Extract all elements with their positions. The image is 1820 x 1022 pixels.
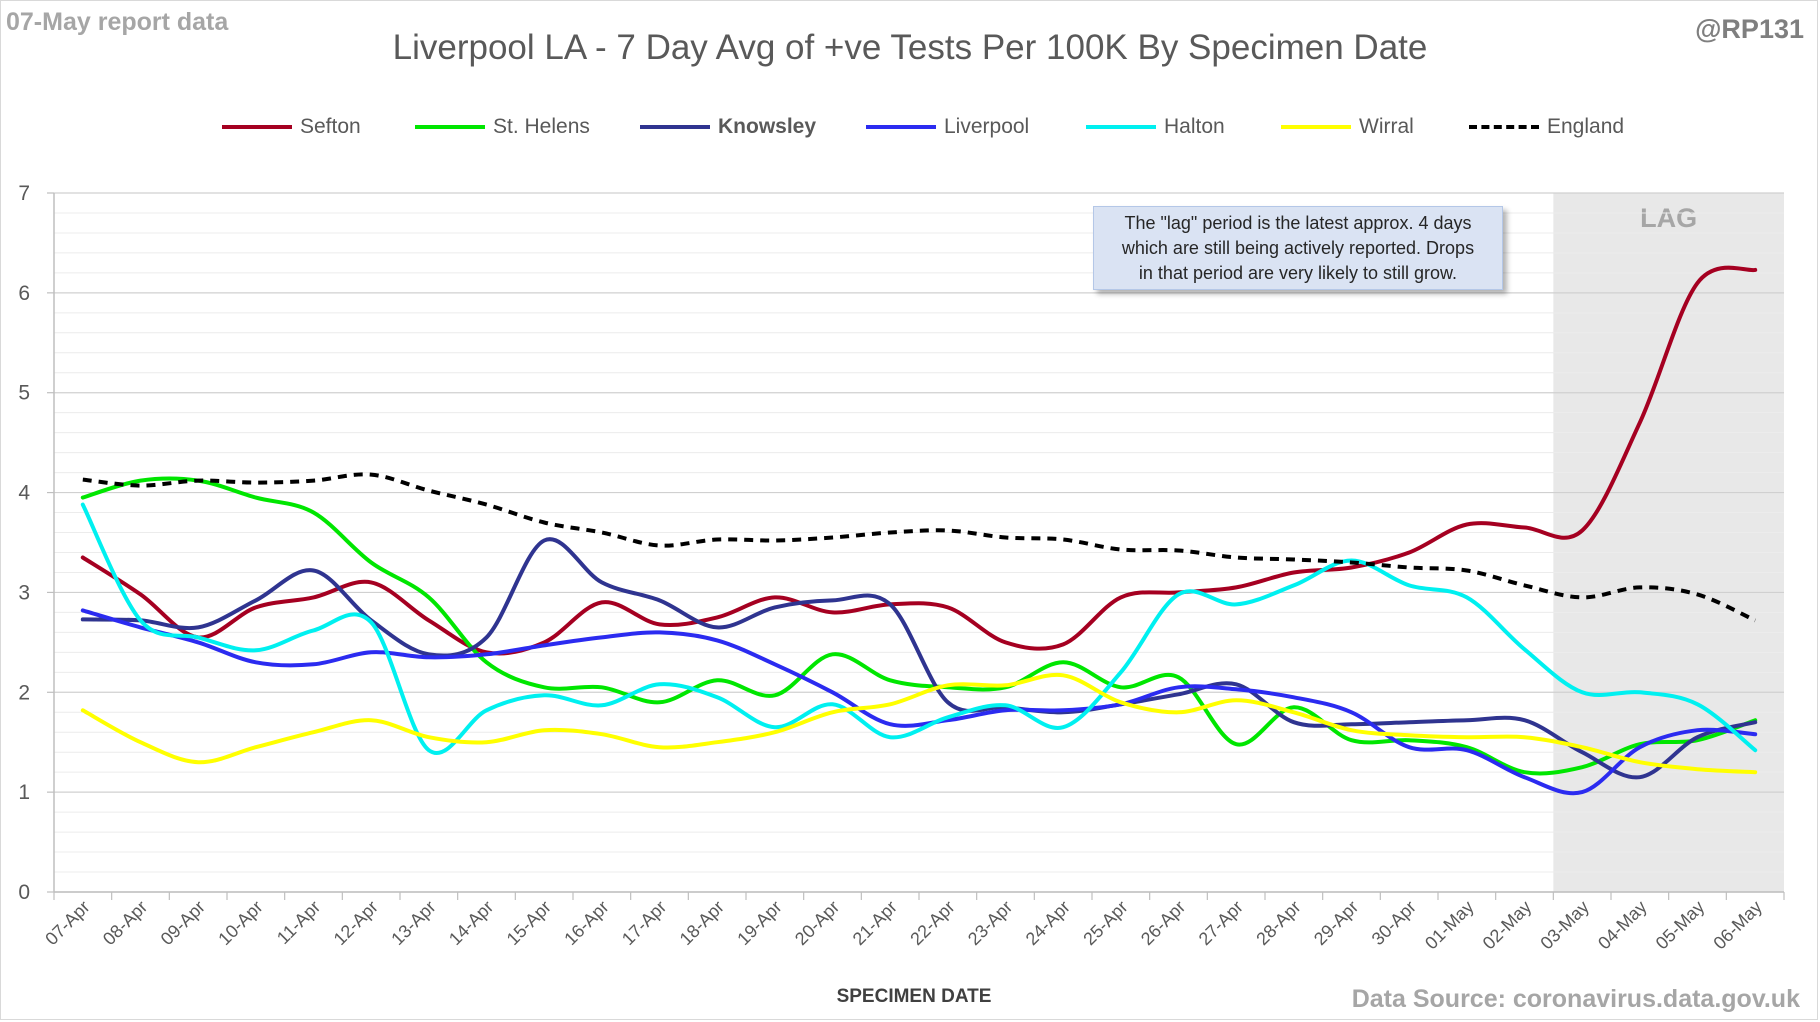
x-tick-label: 29-Apr xyxy=(1310,897,1362,949)
legend-label: St. Helens xyxy=(493,115,590,138)
x-tick-labels: 07-Apr 08-Apr 09-Apr 10-Apr 11-Apr 12-Apr 13-A… xyxy=(41,897,1766,954)
data-source-label: Data Source: coronavirus.data.gov.uk xyxy=(1351,985,1800,1013)
x-tick-label: 22-Apr xyxy=(906,897,958,949)
x-tick-label: 27-Apr xyxy=(1195,897,1247,949)
x-tick-label: 06-May xyxy=(1709,897,1766,954)
x-tick-label: 23-Apr xyxy=(964,897,1016,949)
x-axis-title: SPECIMEN DATE xyxy=(837,986,992,1007)
axes xyxy=(47,192,1785,900)
legend-label: England xyxy=(1547,115,1625,138)
series-line-liverpool xyxy=(80,608,1758,796)
y-tick-label: 7 xyxy=(18,182,30,205)
x-tick-label: 14-Apr xyxy=(445,897,497,949)
legend-label: Sefton xyxy=(300,115,361,138)
legend-item-england: England xyxy=(1469,112,1624,142)
x-tick-label: 24-Apr xyxy=(1022,897,1074,949)
y-tick-label: 3 xyxy=(18,581,30,604)
legend-swatch xyxy=(1086,125,1156,129)
lag-label: LAG xyxy=(1640,203,1697,233)
x-tick-label: 03-May xyxy=(1536,897,1593,954)
x-tick-label: 07-Apr xyxy=(41,897,93,949)
series-line-sefton xyxy=(80,265,1758,656)
x-tick-label: 10-Apr xyxy=(214,897,266,949)
series-line-st-helens xyxy=(80,476,1758,776)
y-tick-labels: 0 1 2 3 4 5 6 7 xyxy=(18,182,30,904)
x-tick-label: 26-Apr xyxy=(1137,897,1189,949)
x-tick-label: 04-May xyxy=(1594,897,1651,954)
x-tick-label: 30-Apr xyxy=(1368,897,1420,949)
annotation-line-2: which are still being actively reported.… xyxy=(1121,238,1475,258)
series-line-knowsley xyxy=(80,537,1758,780)
legend-item-wirral: Wirral xyxy=(1281,112,1414,142)
annotation-line-1: The "lag" period is the latest approx. 4… xyxy=(1124,213,1472,233)
x-tick-label: 18-Apr xyxy=(676,897,728,949)
chart-legend: Sefton St. Helens Knowsley Liverpool Halton W… xyxy=(0,112,1820,142)
chart-title: Liverpool LA - 7 Day Avg of +ve Tests Pe… xyxy=(392,28,1428,67)
annotation-line-3: in that period are very likely to still … xyxy=(1138,263,1458,283)
legend-label: Liverpool xyxy=(944,115,1030,138)
legend-item-liverpool: Liverpool xyxy=(866,112,1029,142)
x-tick-label: 05-May xyxy=(1652,897,1709,954)
x-tick-label: 08-Apr xyxy=(99,897,151,949)
x-tick-label: 28-Apr xyxy=(1252,897,1304,949)
report-date-label: 07-May report data xyxy=(6,8,229,36)
y-tick-label: 6 xyxy=(18,282,30,305)
legend-swatch xyxy=(415,125,485,129)
series-line-england xyxy=(82,472,1757,623)
x-tick-label: 02-May xyxy=(1479,897,1536,954)
y-tick-label: 0 xyxy=(18,881,30,904)
legend-label: Knowsley xyxy=(718,115,817,138)
x-tick-label: 13-Apr xyxy=(387,897,439,949)
legend-swatch xyxy=(866,125,936,129)
y-tick-label: 2 xyxy=(18,681,30,704)
legend-swatch xyxy=(222,125,292,129)
legend-item-st-helens: St. Helens xyxy=(415,112,590,142)
lag-region: LAG xyxy=(1553,193,1784,892)
x-tick-label: 12-Apr xyxy=(330,897,382,949)
legend-label: Wirral xyxy=(1359,115,1414,138)
series-line-wirral xyxy=(80,672,1758,775)
x-tick-label: 11-Apr xyxy=(273,897,324,948)
legend-label: Halton xyxy=(1164,115,1225,138)
x-tick-label: 16-Apr xyxy=(560,897,612,949)
legend-item-knowsley: Knowsley xyxy=(640,112,816,142)
y-tick-label: 1 xyxy=(18,781,30,804)
x-tick-label: 17-Apr xyxy=(618,897,670,949)
legend-swatch xyxy=(1281,125,1351,129)
x-tick-label: 09-Apr xyxy=(157,897,209,949)
author-handle: @RP131 xyxy=(1695,14,1804,44)
x-tick-label: 21-Apr xyxy=(849,897,901,949)
x-tick-label: 15-Apr xyxy=(503,897,555,949)
legend-swatch xyxy=(640,125,710,129)
y-tick-label: 4 xyxy=(18,482,30,505)
lag-annotation: The "lag" period is the latest approx. 4… xyxy=(1093,206,1503,290)
legend-item-sefton: Sefton xyxy=(222,112,361,142)
lag-shade xyxy=(1553,193,1784,892)
x-tick-label: 25-Apr xyxy=(1079,897,1131,949)
y-tick-label: 5 xyxy=(18,382,30,405)
x-tick-label: 01-May xyxy=(1421,897,1478,954)
x-tick-label: 20-Apr xyxy=(791,897,843,949)
legend-swatch xyxy=(1469,125,1539,129)
x-tick-label: 19-Apr xyxy=(733,897,785,949)
series-line-halton xyxy=(80,502,1758,755)
series-lines xyxy=(80,265,1758,796)
legend-item-halton: Halton xyxy=(1086,112,1225,142)
gridlines xyxy=(54,192,1784,893)
